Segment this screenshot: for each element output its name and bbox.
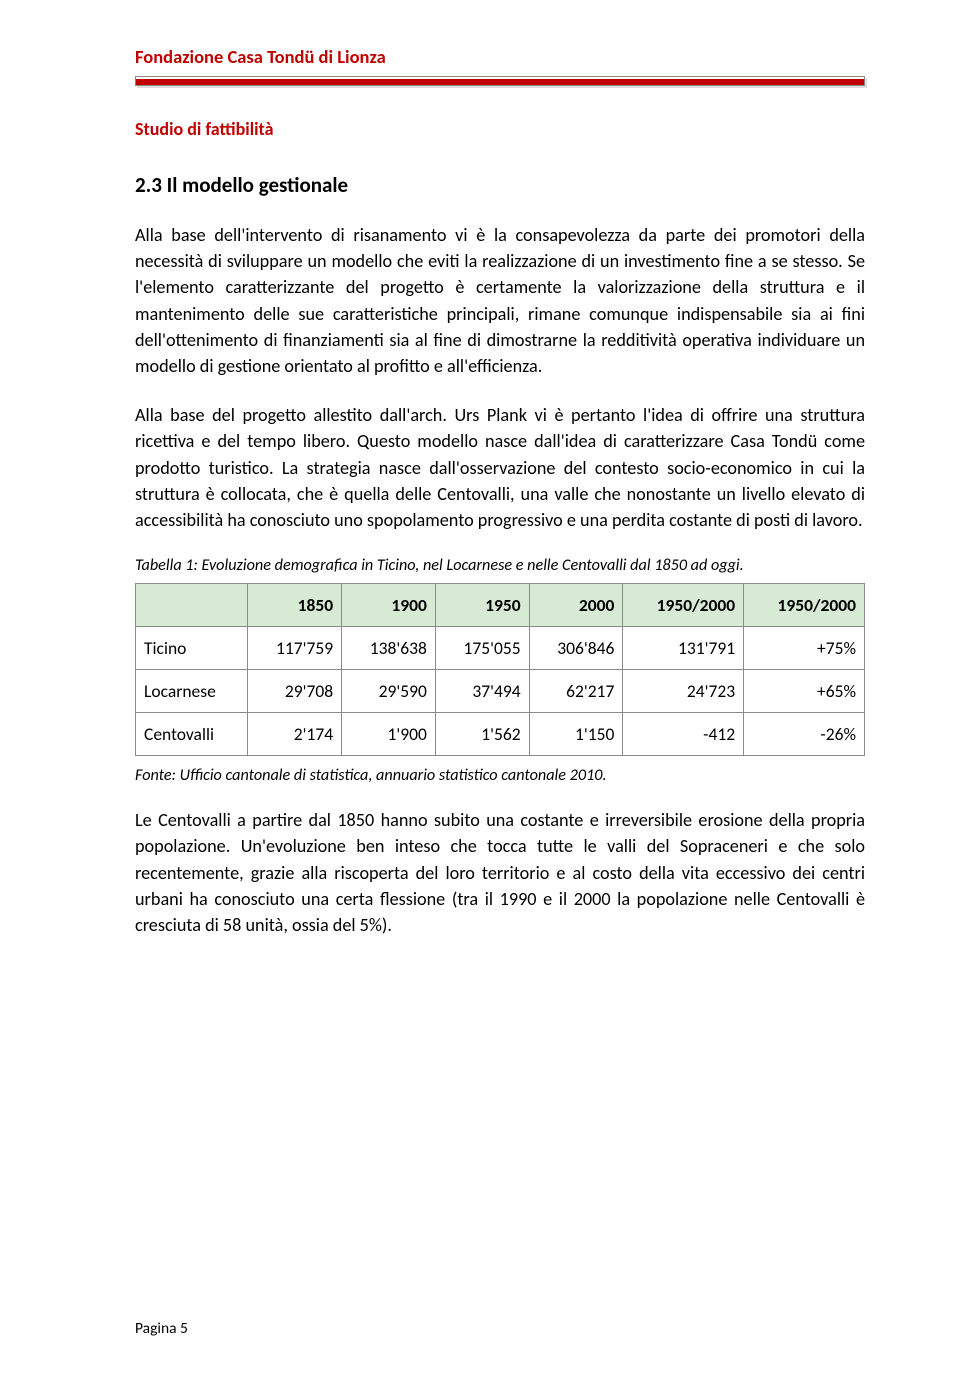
table-header-cell: 1950 (435, 583, 529, 626)
table-cell-label: Locarnese (136, 669, 248, 712)
table-header-cell: 2000 (529, 583, 623, 626)
table-cell: 131'791 (623, 626, 744, 669)
table-cell: 1'150 (529, 712, 623, 755)
demographic-table: 1850 1900 1950 2000 1950/2000 1950/2000 … (135, 583, 865, 756)
table-header-cell: 1950/2000 (744, 583, 865, 626)
page-number: Pagina 5 (135, 1319, 188, 1338)
table-cell: 306'846 (529, 626, 623, 669)
table-cell: -412 (623, 712, 744, 755)
header-rule-inner (136, 79, 864, 85)
header-org-title: Fondazione Casa Tondü di Lionza (135, 45, 865, 68)
table-cell: 2'174 (248, 712, 342, 755)
table-cell: 175'055 (435, 626, 529, 669)
document-subtitle: Studio di fattibilità (135, 118, 865, 140)
table-row: Centovalli 2'174 1'900 1'562 1'150 -412 … (136, 712, 865, 755)
table-header-cell (136, 583, 248, 626)
table-cell: 117'759 (248, 626, 342, 669)
table-cell: 1'562 (435, 712, 529, 755)
table-row: Ticino 117'759 138'638 175'055 306'846 1… (136, 626, 865, 669)
body-paragraph: Le Centovalli a partire dal 1850 hanno s… (135, 807, 865, 939)
table-cell-label: Centovalli (136, 712, 248, 755)
table-header-cell: 1950/2000 (623, 583, 744, 626)
table-header-cell: 1900 (342, 583, 436, 626)
table-cell: +75% (744, 626, 865, 669)
table-cell: 1'900 (342, 712, 436, 755)
table-source: Fonte: Ufficio cantonale di statistica, … (135, 766, 865, 785)
table-caption: Tabella 1: Evoluzione demografica in Tic… (135, 556, 865, 575)
header-rule (135, 76, 865, 86)
table-cell: 62'217 (529, 669, 623, 712)
table-cell-label: Ticino (136, 626, 248, 669)
table-header-cell: 1850 (248, 583, 342, 626)
table-cell: 138'638 (342, 626, 436, 669)
table-row: Locarnese 29'708 29'590 37'494 62'217 24… (136, 669, 865, 712)
table-cell: +65% (744, 669, 865, 712)
table-cell: 37'494 (435, 669, 529, 712)
body-paragraph: Alla base del progetto allestito dall'ar… (135, 402, 865, 534)
table-cell: 29'590 (342, 669, 436, 712)
table-cell: 29'708 (248, 669, 342, 712)
table-cell: 24'723 (623, 669, 744, 712)
section-heading: 2.3 Il modello gestionale (135, 172, 865, 198)
body-paragraph: Alla base dell'intervento di risanamento… (135, 222, 865, 380)
table-cell: -26% (744, 712, 865, 755)
table-header-row: 1850 1900 1950 2000 1950/2000 1950/2000 (136, 583, 865, 626)
